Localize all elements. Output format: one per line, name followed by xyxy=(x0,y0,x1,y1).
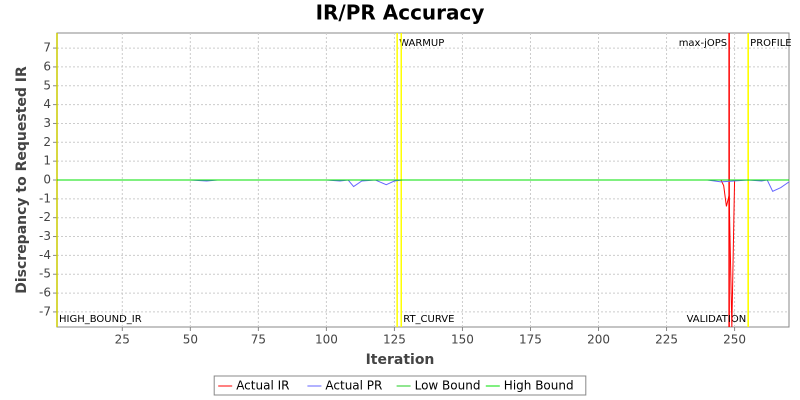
y-tick-label: -7 xyxy=(39,304,51,318)
x-tick-label: 150 xyxy=(451,333,474,347)
y-tick-label: 7 xyxy=(43,41,51,55)
marker-label: RT_CURVE xyxy=(403,314,454,325)
x-tick-label: 250 xyxy=(723,333,746,347)
x-tick-label: 125 xyxy=(383,333,406,347)
y-tick-label: 2 xyxy=(43,135,51,149)
y-tick-label: -1 xyxy=(39,191,51,205)
x-tick-label: 225 xyxy=(655,333,678,347)
y-tick-label: 3 xyxy=(43,116,51,130)
marker-label: PROFILE xyxy=(750,38,791,49)
legend-label: Actual PR xyxy=(325,379,382,393)
y-tick-label: 6 xyxy=(43,59,51,73)
x-tick-label: 25 xyxy=(115,333,130,347)
marker-label: max-jOPS xyxy=(679,38,727,49)
series-line xyxy=(707,179,738,328)
y-tick-label: 5 xyxy=(43,78,51,92)
x-tick-label: 175 xyxy=(519,333,542,347)
x-tick-label: 75 xyxy=(251,333,266,347)
y-tick-label: 4 xyxy=(43,97,51,111)
legend-label: Actual IR xyxy=(236,379,289,393)
marker-label: HIGH_BOUND_IR xyxy=(59,314,142,325)
x-tick-label: 50 xyxy=(183,333,198,347)
chart-title: IR/PR Accuracy xyxy=(316,1,485,25)
y-tick-label: -3 xyxy=(39,229,51,243)
y-tick-label: 1 xyxy=(43,154,51,168)
y-tick-label: -5 xyxy=(39,267,51,281)
y-tick-label: -6 xyxy=(39,286,51,300)
y-tick-label: 0 xyxy=(43,173,51,187)
y-axis-label: Discrepancy to Requested IR xyxy=(14,66,30,294)
x-axis-label: Iteration xyxy=(366,352,435,368)
x-tick-label: 200 xyxy=(587,333,610,347)
y-tick-label: -4 xyxy=(39,248,51,262)
x-tick-label: 100 xyxy=(315,333,338,347)
marker-label: VALIDATION xyxy=(687,314,747,325)
legend-label: High Bound xyxy=(504,379,574,393)
y-tick-label: -2 xyxy=(39,210,51,224)
marker-label: WARMUP xyxy=(399,38,444,49)
legend-label: Low Bound xyxy=(415,379,481,393)
